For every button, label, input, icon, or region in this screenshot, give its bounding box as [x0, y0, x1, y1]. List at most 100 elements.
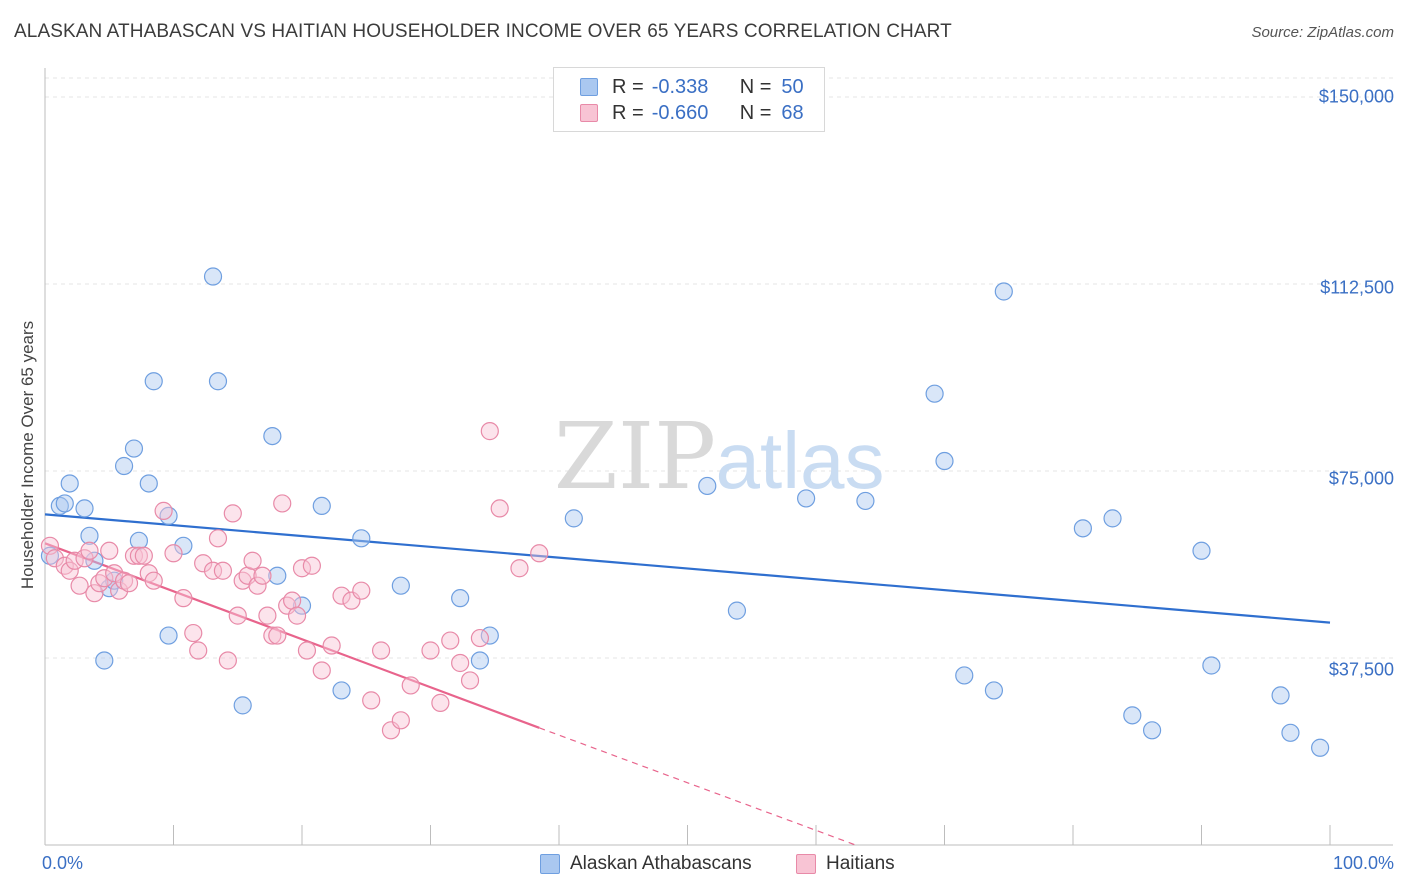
athabascan-point: [263, 426, 282, 446]
athabascan-point: [925, 384, 944, 403]
athabascan-point: [1202, 656, 1221, 675]
haitian-point: [95, 569, 114, 588]
haitian-point: [223, 504, 242, 523]
athabascan-point: [994, 282, 1013, 301]
axes: [44, 68, 1393, 846]
correlation-legend: R = -0.338 N = 50 R = -0.660 N = 68: [553, 67, 825, 132]
athabascan-point: [984, 681, 1004, 700]
athabascan-point: [955, 666, 974, 685]
haitian-point: [85, 584, 104, 603]
athabascans-label: Alaskan Athabascans: [570, 853, 752, 874]
athabascan-point: [124, 439, 144, 458]
haitian-trend-extension: [539, 727, 856, 846]
athabascan-point: [208, 372, 228, 391]
athabascan-point: [1311, 738, 1330, 757]
haitian-point: [490, 499, 509, 518]
athabascan-point: [1103, 509, 1122, 528]
haitian-point: [470, 628, 490, 648]
watermark-atlas: atlas: [716, 416, 885, 505]
chart-source: Source: ZipAtlas.com: [1251, 24, 1394, 41]
haitian-point: [114, 571, 134, 590]
haitian-point: [90, 574, 109, 593]
haitian-point: [218, 651, 237, 670]
haitian-point: [144, 571, 163, 590]
haitian-point: [248, 576, 267, 595]
haitian-point: [243, 551, 262, 570]
athabascan-point: [268, 566, 287, 585]
athabascan-point: [1073, 519, 1092, 538]
athabascan-point: [470, 651, 490, 670]
haitian-swatch: [580, 104, 598, 122]
haitian-point: [352, 581, 371, 600]
haitian-point: [134, 546, 153, 565]
athabascan-point: [203, 267, 223, 286]
athabascan-point: [1281, 723, 1300, 742]
athabascan-point: [564, 509, 583, 528]
athabascan-point: [856, 491, 875, 511]
trend-lines: [44, 513, 1331, 846]
y-tick-75000: $75,000: [1328, 468, 1394, 489]
n-label: N =: [739, 75, 772, 98]
haitian-point: [164, 544, 183, 563]
data-points: [40, 267, 1330, 757]
r-label: R =: [612, 101, 644, 124]
athabascan-point: [139, 474, 158, 493]
haitian-point: [510, 559, 529, 578]
y-tick-37500: $37,500: [1328, 659, 1394, 680]
haitians-label: Haitians: [826, 853, 895, 874]
legend-item-haitians[interactable]: Haitians: [796, 853, 895, 875]
athabascan-point: [727, 601, 747, 620]
athabascan-point: [233, 696, 252, 715]
haitian-point: [431, 693, 450, 712]
haitian-point: [110, 581, 129, 600]
legend-item-athabascans[interactable]: Alaskan Athabascans: [540, 853, 752, 875]
haitian-trend-line: [44, 542, 540, 729]
athabascan-point: [352, 529, 371, 548]
athabascan-point: [332, 681, 351, 700]
athabascan-point: [40, 546, 60, 565]
r-value: -0.660: [651, 101, 709, 124]
haitian-point: [184, 623, 203, 643]
athabascan-point: [1142, 721, 1162, 740]
athabascan-point: [935, 451, 954, 471]
haitian-point: [451, 653, 470, 673]
athabascan-point: [391, 576, 410, 595]
athabascan-point: [292, 596, 312, 615]
chart-title: ALASKAN ATHABASCAN VS HAITIAN HOUSEHOLDE…: [14, 21, 952, 42]
athabascan-point: [159, 506, 178, 525]
haitian-point: [530, 544, 549, 563]
n-value: 50: [781, 75, 804, 98]
r-value: -0.338: [651, 75, 709, 98]
haitian-point: [391, 711, 410, 730]
haitian-point: [441, 631, 460, 650]
athabascan-trend-line: [44, 513, 1331, 624]
haitian-point: [60, 561, 79, 580]
haitian-point: [401, 676, 420, 695]
y-axis-label: Householder Income Over 65 years: [18, 320, 37, 590]
athabascan-point: [75, 499, 94, 518]
athabascan-point: [80, 526, 99, 545]
athabascan-point: [1123, 706, 1142, 725]
r-label: R =: [612, 75, 644, 98]
athabascan-point: [698, 476, 717, 496]
haitian-point: [70, 576, 89, 595]
haitian-point: [213, 561, 233, 580]
haitian-point: [80, 541, 99, 560]
y-tick-112500: $112,500: [1320, 277, 1394, 298]
haitian-point: [312, 661, 331, 680]
athabascan-swatch: [580, 78, 598, 96]
athabascan-point: [312, 496, 331, 516]
haitian-point: [273, 494, 292, 513]
haitian-point: [124, 546, 144, 565]
athabascan-point: [60, 474, 79, 493]
athabascan-point: [451, 589, 470, 608]
zipatlas-watermark: ZIP atlas: [554, 403, 885, 510]
x-tick-max: 100.0%: [1332, 853, 1394, 873]
athabascan-point: [50, 496, 69, 516]
haitian-point: [119, 574, 139, 593]
athabascans-swatch: [540, 854, 560, 874]
haitian-point: [194, 554, 213, 573]
haitians-swatch: [796, 854, 816, 874]
haitian-point: [129, 546, 149, 565]
haitian-point: [45, 549, 64, 568]
